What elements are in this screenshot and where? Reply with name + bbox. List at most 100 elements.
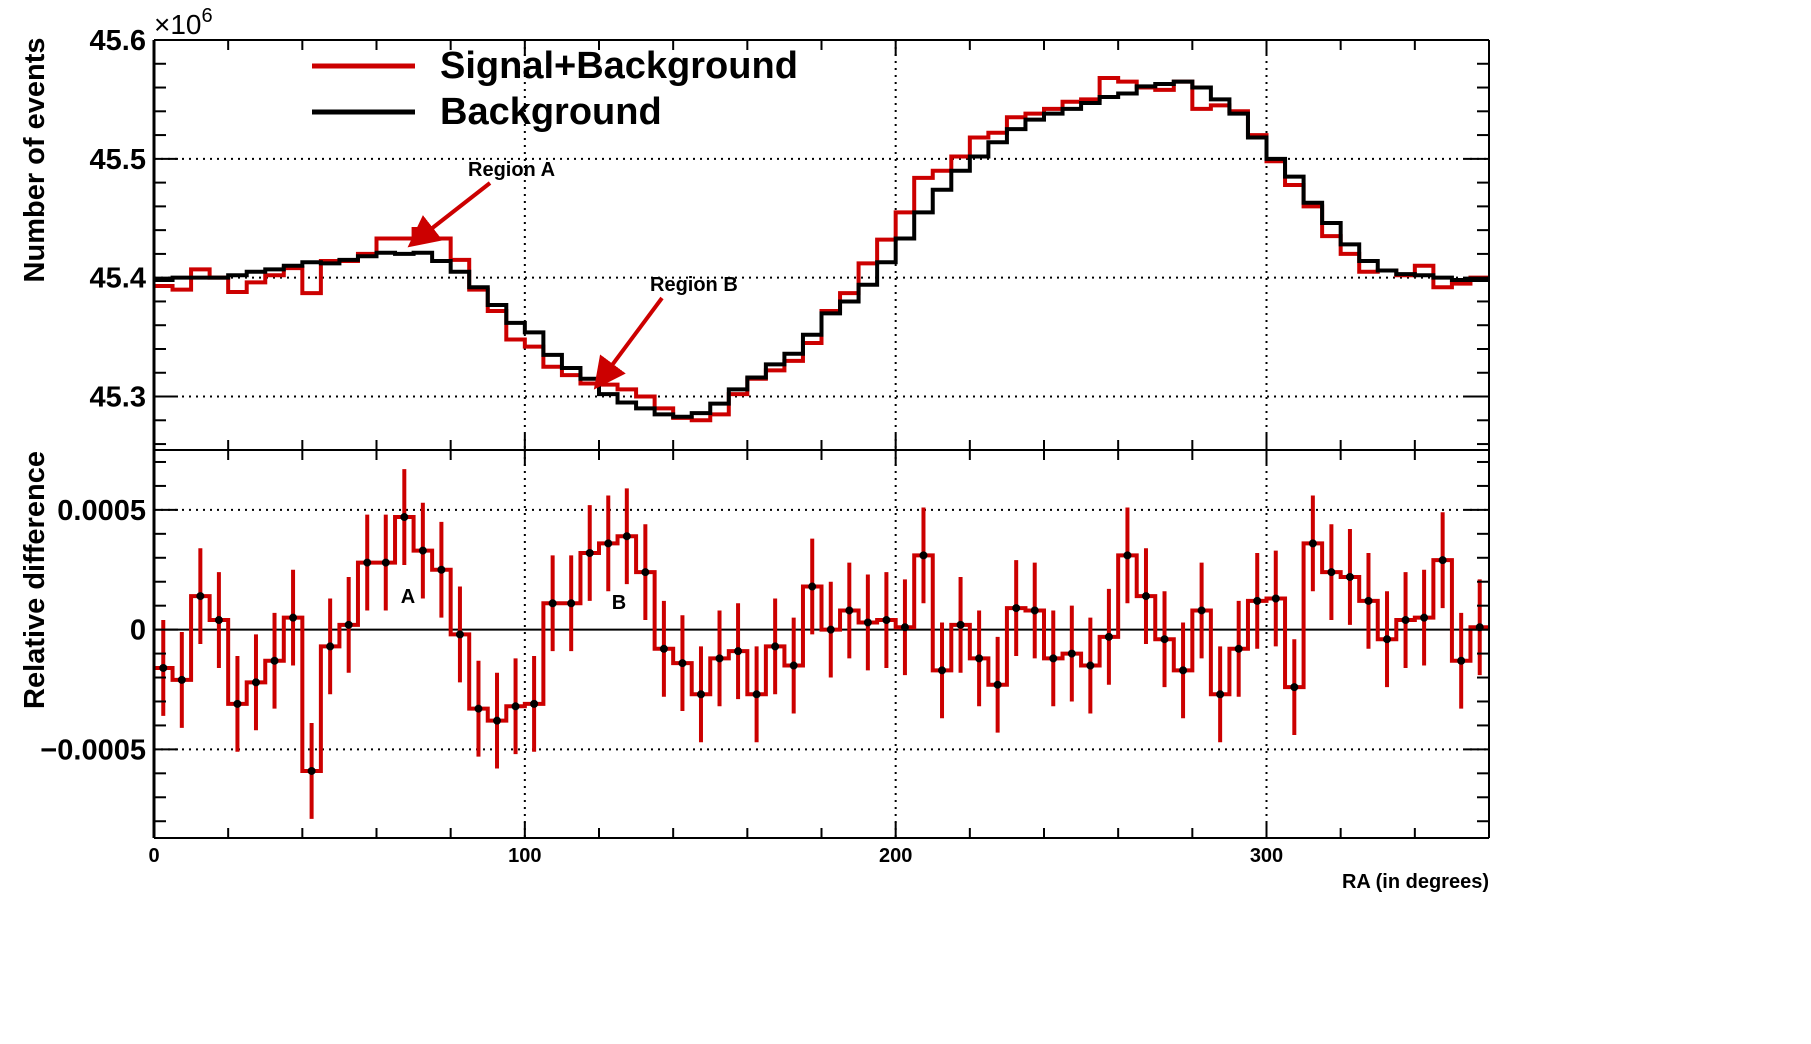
relative-difference-series [154,515,1489,773]
y-multiplier: ×106 [154,5,213,40]
top-gridlines [154,39,1489,450]
data-point [641,568,650,577]
legend: Signal+Background Background [312,45,798,133]
x-tick-labels: 0 100 200 300 [148,845,1283,867]
data-point [585,548,594,557]
data-point [1253,596,1262,605]
data-point [251,678,260,687]
data-point [400,513,409,522]
data-point [1401,616,1410,625]
data-point [1364,596,1373,605]
data-point [1438,556,1447,565]
x-tick-label: 100 [508,845,541,867]
data-point [493,716,502,725]
data-point [863,618,872,627]
data-point [307,766,316,775]
data-point [233,699,242,708]
data-point [604,539,613,548]
data-point [1197,606,1206,615]
data-point [418,546,427,555]
data-point [289,613,298,622]
data-point [530,699,539,708]
data-point [826,625,835,634]
data-point [789,661,798,670]
data-point [622,532,631,541]
bottom-series-group [154,469,1489,819]
data-point [993,680,1002,689]
data-point [1086,661,1095,670]
data-point [734,647,743,656]
region-a-arrow [407,181,492,248]
data-point [1345,572,1354,581]
bottom-y-tick-label: −0.0005 [40,734,146,766]
data-point [1030,606,1039,615]
data-point [326,642,335,651]
bottom-axes [152,449,1490,839]
data-point [1234,644,1243,653]
data-point [975,654,984,663]
signal-background-series [154,76,1489,423]
top-panel: 45.3 45.4 45.5 45.6 Number of events ×106 S… [19,5,1490,451]
data-point [1383,635,1392,644]
data-point [900,623,909,632]
region-b-annotation: Region B [650,274,738,296]
data-point [919,551,928,560]
bottom-y-tick-label: 0.0005 [57,495,146,527]
data-point [715,654,724,663]
data-point [270,656,279,665]
data-point [1160,635,1169,644]
x-tick-label: 200 [879,845,912,867]
data-point [1141,592,1150,601]
data-point [752,690,761,699]
data-point [1420,613,1429,622]
data-point [548,599,557,608]
legend-signal-label: Signal+Background [440,45,798,87]
data-point [938,666,947,675]
data-point [771,642,780,651]
data-point [1271,594,1280,603]
bottom-gridlines [154,450,1489,838]
data-point [696,690,705,699]
data-point [1012,604,1021,613]
data-point [474,704,483,713]
data-point [659,644,668,653]
data-point [1457,656,1466,665]
data-point [455,630,464,639]
region-a-annotation: Region A [468,159,555,181]
x-tick-label: 300 [1250,845,1283,867]
data-point [1216,690,1225,699]
data-point [363,558,372,567]
data-point [511,702,520,711]
top-y-axis-title: Number of events [19,38,51,283]
data-point [567,599,576,608]
data-point [1067,649,1076,658]
data-point [1179,666,1188,675]
top-y-tick-label: 45.3 [90,382,146,414]
data-point [381,558,390,567]
data-point [845,606,854,615]
data-point [1327,568,1336,577]
data-point [808,582,817,591]
data-point [214,616,223,625]
data-point [177,675,186,684]
top-series-group [154,76,1489,423]
data-point [956,620,965,629]
x-axis-title: RA (in degrees) [1342,871,1489,893]
bottom-y-axis-title: Relative difference [19,451,51,709]
bottom-panel: −0.0005 0 0.0005 0 100 200 300 Relative diffe… [19,449,1490,893]
data-point [678,659,687,668]
data-point [882,616,891,625]
data-point [1104,632,1113,641]
x-tick-label: 0 [148,845,159,867]
data-point [437,565,446,574]
data-point [1290,683,1299,692]
region-b-arrow [593,296,664,390]
top-y-tick-label: 45.5 [90,144,146,176]
background-series [154,79,1489,419]
top-y-tick-label: 45.6 [90,25,146,57]
top-axes [152,39,1490,451]
bottom-y-tick-labels: −0.0005 0 0.0005 [40,495,146,767]
annotations: Region A Region B [407,159,738,390]
data-point [1123,551,1132,560]
